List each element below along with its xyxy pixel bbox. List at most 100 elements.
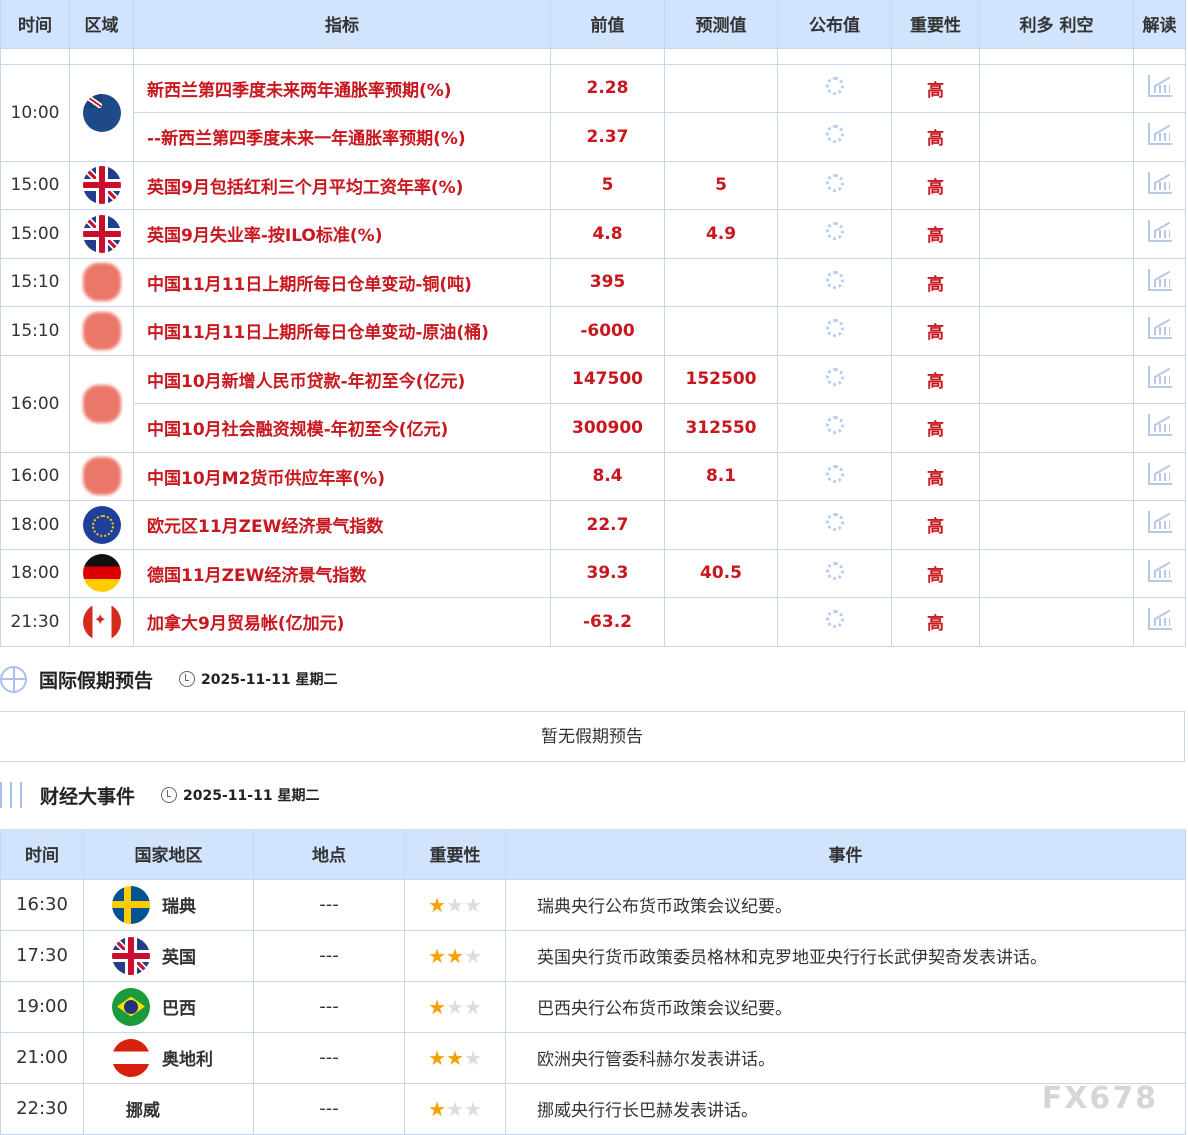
table-row: 10:00 新西兰第四季度未来两年通胀率预期(%) 2.28 高 [0,63,1186,162]
country-cell: 巴西 [83,980,254,1033]
column-header: 重要性 [404,829,506,880]
event-place: --- [253,1031,405,1084]
region-cell [69,160,134,210]
bull-bear-cell [979,306,1134,356]
analysis-cell[interactable] [1133,160,1186,210]
indicator-link[interactable]: 中国11月11日上期所每日仓单变动-铜(吨) [133,257,551,307]
chart-analysis-icon[interactable] [1147,317,1172,340]
flag-nz-icon [82,93,121,132]
indicator-link[interactable]: 中国11月11日上期所每日仓单变动-原油(桶) [133,306,551,356]
event-place: --- [253,878,405,931]
analysis-cell[interactable] [1133,112,1186,162]
time-cell: 18:00 [0,548,70,598]
country: 巴西 [84,987,253,1026]
previous-value: 2.28 [550,63,665,113]
time-cell: 21:30 [0,597,70,647]
star-icon: ★ [428,892,447,917]
country: 瑞典 [84,885,253,924]
analysis-cell[interactable] [1133,306,1186,356]
forecast-value [664,63,778,113]
indicator-link[interactable]: 中国10月M2货币供应年率(%) [133,451,551,501]
chart-analysis-icon[interactable] [1147,511,1172,534]
economic-calendar-table: 时间 区域 指标 前值 预测值 公布值 重要性 利多 利空 解读 10:00 新西兰第四季度未来两… [0,0,1186,647]
importance-stars: ★★★ [404,980,506,1033]
chart-analysis-icon[interactable] [1147,74,1172,97]
indicator-link[interactable]: 英国9月包括红利三个月平均工资年率(%) [133,160,551,210]
event-row: 21:00 奥地利 --- ★★★ 欧洲央行管委科赫尔发表讲话。 [0,1031,1186,1084]
bull-bear-cell [979,548,1134,598]
flag-uk-icon [112,936,150,975]
flag-cn-icon [82,384,121,423]
analysis-cell[interactable] [1133,63,1186,113]
indicator-link[interactable]: 新西兰第四季度未来两年通胀率预期(%) [133,63,551,113]
table-row: 21:30 加拿大9月贸易帐(亿加元)-63.2 高 [0,597,1186,647]
indicator-link[interactable]: --新西兰第四季度未来一年通胀率预期(%) [133,112,551,162]
analysis-cell[interactable] [1133,209,1186,259]
indicator-link[interactable]: 中国10月社会融资规模-年初至今(亿元) [133,403,551,453]
analysis-cell[interactable] [1133,354,1186,404]
forecast-value: 5 [664,160,778,210]
actual-value [777,451,892,501]
previous-value: -63.2 [550,597,665,647]
actual-value [777,112,892,162]
loading-spinner-icon [825,513,844,532]
analysis-cell[interactable] [1133,548,1186,598]
holiday-section-header: 国际假期预告 2025-11-11 星期二 [0,659,337,699]
flag-uk-icon [82,214,121,253]
column-header: 事件 [505,829,1186,880]
chart-analysis-icon[interactable] [1147,559,1172,582]
events-section-header: 财经大事件 2025-11-11 星期二 [0,775,319,815]
chart-analysis-icon[interactable] [1147,171,1172,194]
forecast-value: 8.1 [664,451,778,501]
previous-value: 147500 [550,354,665,404]
events-table: 时间 国家地区 地点 重要性 事件 16:30 瑞典 --- ★★★ 瑞典央行公布货币政策会议纪… [0,829,1186,1135]
actual-value [777,257,892,307]
loading-spinner-icon [825,270,844,289]
star-icon: ★ [446,994,464,1019]
chart-analysis-icon[interactable] [1147,123,1172,146]
loading-spinner-icon [825,610,844,629]
indicator-link[interactable]: 德国11月ZEW经济景气指数 [133,548,551,598]
chart-analysis-icon[interactable] [1147,365,1172,388]
analysis-cell[interactable] [1133,403,1186,453]
chart-analysis-icon[interactable] [1147,462,1172,485]
star-icon: ★ [463,943,482,968]
column-header: 利多 利空 [979,0,1134,49]
bull-bear-cell [979,112,1134,162]
region-cell [69,354,134,453]
analysis-cell[interactable] [1133,257,1186,307]
table-row: --新西兰第四季度未来一年通胀率预期(%) 2.37 高 [1,112,1186,162]
analysis-cell[interactable] [1133,597,1186,647]
events-date: 2025-11-11 星期二 [183,788,320,804]
indicator-link[interactable]: 欧元区11月ZEW经济景气指数 [133,500,551,550]
loading-spinner-icon [825,319,844,338]
previous-value: 4.8 [550,209,665,259]
time-cell: 18:00 [0,500,70,550]
event-description: 挪威央行行长巴赫发表讲话。 [505,1082,1186,1135]
analysis-cell[interactable] [1133,451,1186,501]
chart-analysis-icon[interactable] [1147,220,1172,243]
star-icon: ★ [446,892,464,917]
indicator-link[interactable]: 英国9月失业率-按ILO标准(%) [133,209,551,259]
bull-bear-cell [979,257,1134,307]
event-row: 19:00 巴西 --- ★★★ 巴西央行公布货币政策会议纪要。 [0,980,1186,1033]
country: 英国 [84,936,253,975]
event-description: 英国央行货币政策委员格林和克罗地亚央行行长武伊契奇发表讲话。 [505,929,1186,982]
indicator-link[interactable]: 加拿大9月贸易帐(亿加元) [133,597,551,647]
table-row: 18:00 德国11月ZEW经济景气指数 39.3 40.5 高 [0,548,1186,598]
previous-value: 300900 [550,403,665,453]
chart-analysis-icon[interactable] [1147,268,1172,291]
flag-ca-icon [82,602,121,641]
chart-analysis-icon[interactable] [1147,608,1172,631]
chart-analysis-icon[interactable] [1147,414,1172,437]
bull-bear-cell [979,160,1134,210]
analysis-cell[interactable] [1133,500,1186,550]
indicator-link[interactable]: 中国10月新增人民币贷款-年初至今(亿元) [133,354,551,404]
region-cell [69,63,134,162]
star-icon: ★ [428,1045,447,1070]
importance: 高 [891,500,980,550]
time-cell: 16:00 [0,354,70,453]
importance: 高 [891,451,980,501]
column-header: 前值 [550,0,665,49]
country-name: 瑞典 [162,897,196,917]
